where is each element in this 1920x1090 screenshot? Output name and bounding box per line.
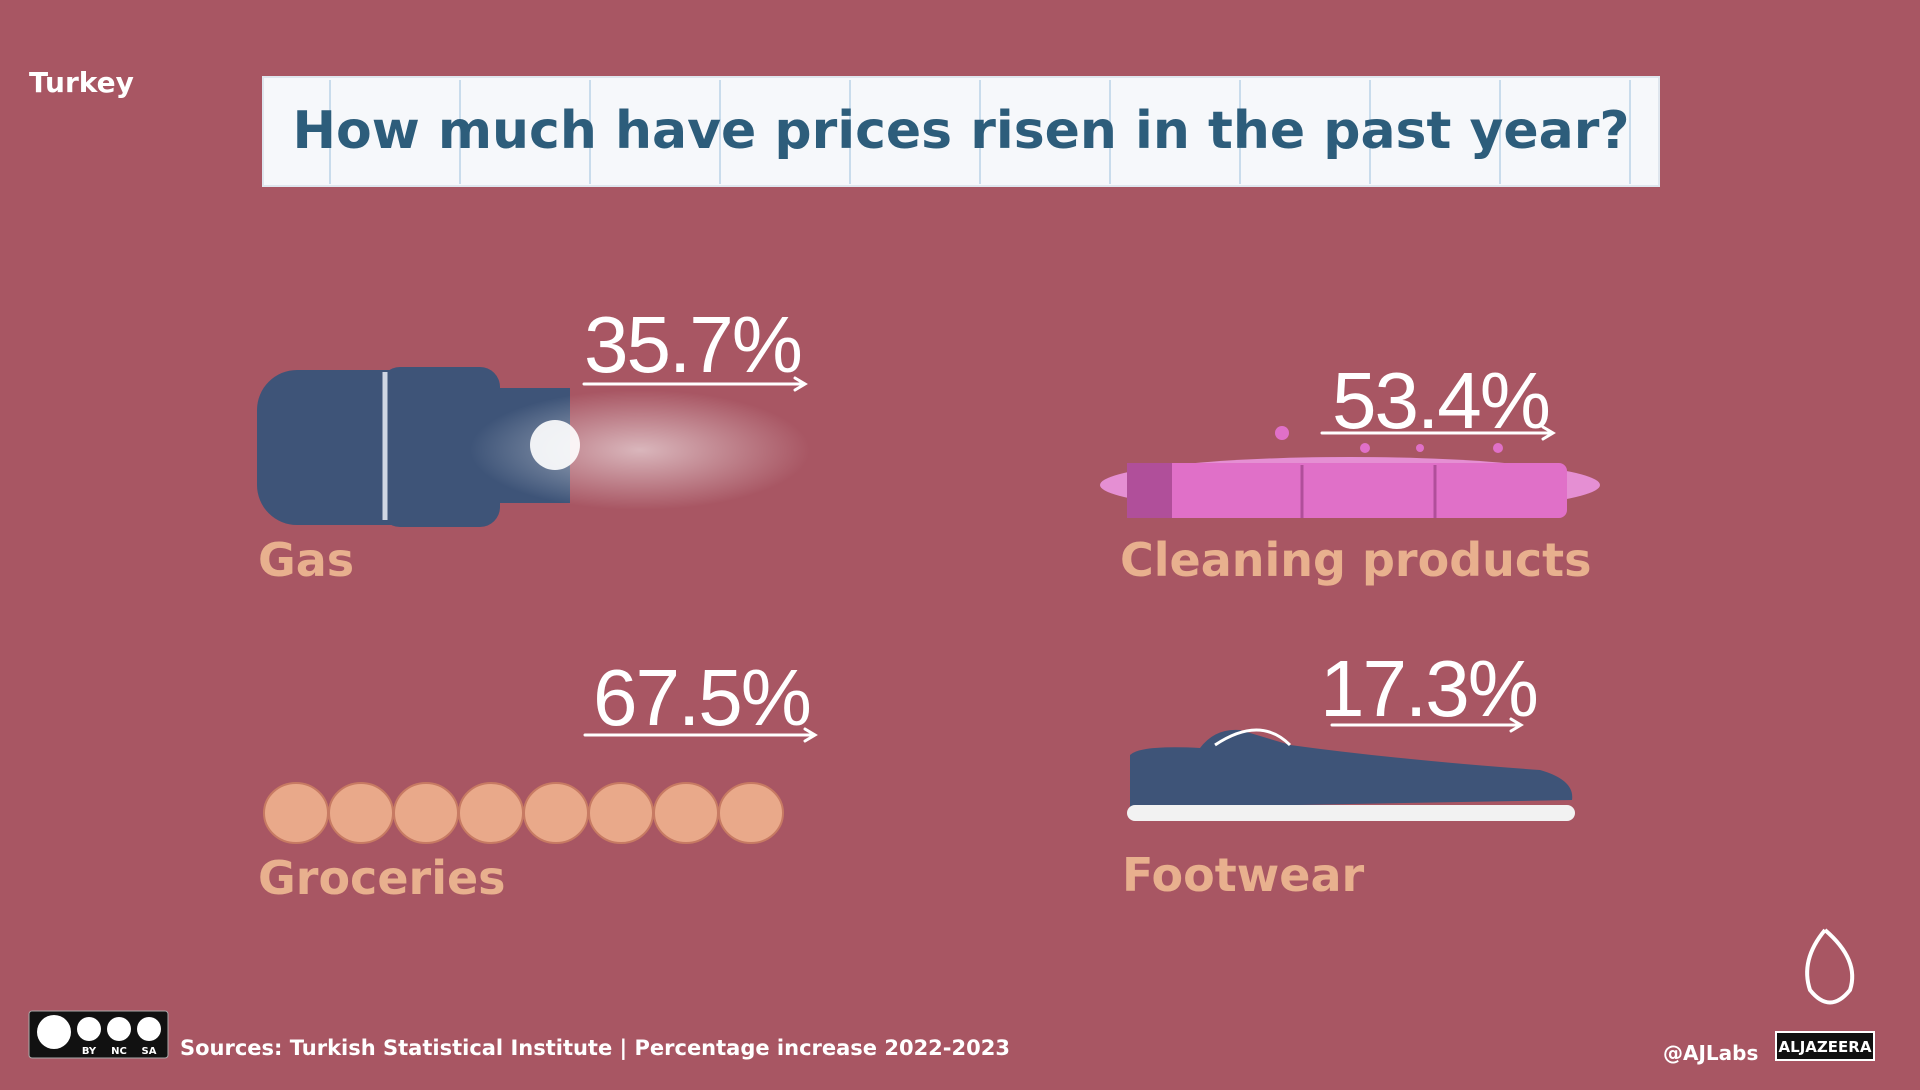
value: 53.4% — [1332, 356, 1549, 445]
license-term: BY — [82, 1046, 97, 1057]
logo-text: ALJAZEERA — [1779, 1038, 1872, 1056]
license-term: NC — [111, 1046, 127, 1057]
underline-arrow — [1320, 425, 1556, 441]
label: Gas — [258, 533, 354, 587]
underline-arrow — [583, 727, 818, 743]
value: 67.5% — [593, 653, 810, 742]
value: 17.3% — [1320, 644, 1537, 733]
label: Cleaning products — [1120, 533, 1592, 587]
gas-illustration — [257, 367, 810, 527]
label: Footwear — [1122, 848, 1364, 902]
shoe-illustration — [1127, 728, 1575, 821]
sources: Sources: Turkish Statistical Institute |… — [180, 1036, 1010, 1061]
underline-arrow — [1330, 717, 1524, 733]
onions-illustration — [263, 782, 784, 844]
sponge-illustration — [1100, 426, 1600, 518]
underline-arrow — [582, 376, 808, 392]
label: Groceries — [258, 851, 506, 905]
cc-badge: BY NC SA — [28, 1010, 169, 1059]
license-term: SA — [142, 1046, 157, 1057]
title: How much have prices risen in the past y… — [292, 101, 1629, 161]
title-box: How much have prices risen in the past y… — [262, 76, 1660, 187]
logo: ALJAZEERA — [1775, 928, 1875, 1061]
handle: @AJLabs — [1663, 1041, 1758, 1065]
value: 35.7% — [584, 300, 801, 389]
region: Turkey — [29, 66, 134, 99]
